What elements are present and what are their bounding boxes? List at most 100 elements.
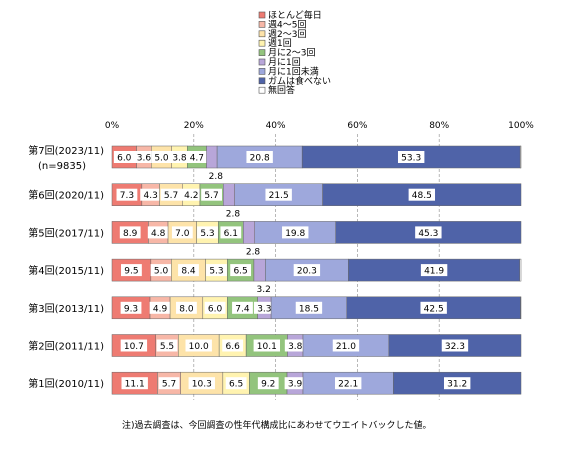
data-label: 6.6 <box>225 342 240 352</box>
bar-segment <box>519 258 522 282</box>
legend-label: ガムは食べない <box>268 75 331 87</box>
x-tick-label: 80% <box>429 121 449 131</box>
legend-swatch <box>258 68 266 75</box>
data-label: 18.5 <box>299 304 319 314</box>
data-label: 5.5 <box>160 342 174 352</box>
callout-label: 2.8 <box>226 210 241 220</box>
data-label: 42.5 <box>424 304 444 314</box>
category-label: 第3回(2013/11) <box>28 302 104 315</box>
data-label: 22.1 <box>338 380 358 390</box>
data-label-bg <box>253 301 275 314</box>
data-label: 5.3 <box>209 267 223 277</box>
data-label-bg <box>180 188 202 201</box>
legend-label: ほとんど毎日 <box>268 9 322 21</box>
data-label: 9.3 <box>124 304 138 314</box>
data-label: 8.9 <box>123 229 138 239</box>
data-label-bg <box>397 151 425 163</box>
legend-label: 週2～3回 <box>268 29 306 40</box>
data-label: 3.9 <box>288 380 303 390</box>
data-label: 20.3 <box>297 267 317 277</box>
data-label-bg <box>147 226 169 239</box>
data-label-bg <box>156 339 178 352</box>
category-label: 第4回(2015/11) <box>28 264 104 277</box>
category-label: 第7回(2023/11) <box>28 144 104 157</box>
data-label: 5.3 <box>200 229 214 239</box>
data-label: 10.3 <box>192 380 212 390</box>
data-label-bg <box>204 301 226 314</box>
category-label: 第1回(2010/11) <box>28 377 104 390</box>
legend-swatch <box>258 49 266 56</box>
bar-segment <box>519 145 522 169</box>
data-label-bg <box>121 264 142 277</box>
data-label: 5.7 <box>162 380 176 390</box>
data-label-bg <box>120 301 142 314</box>
data-label: 4.8 <box>151 229 166 239</box>
data-label-bg <box>443 377 471 390</box>
data-label: 3.8 <box>172 154 187 164</box>
legend-swatch <box>258 30 266 38</box>
x-tick-label: 60% <box>347 121 367 131</box>
data-label-bg <box>222 339 244 352</box>
data-label-bg <box>119 226 141 239</box>
data-label: 4.3 <box>143 191 157 201</box>
data-label-bg <box>186 151 208 163</box>
data-label-bg <box>257 377 279 390</box>
data-label-bg <box>197 226 218 239</box>
data-label: 21.0 <box>336 342 356 352</box>
data-label: 3.8 <box>288 342 303 352</box>
data-label: 6.5 <box>229 380 243 390</box>
data-label-bg <box>140 188 162 201</box>
data-label: 10.1 <box>257 342 277 352</box>
data-label-bg <box>334 377 362 390</box>
x-tick-label: 0% <box>105 121 120 131</box>
data-label: 6.0 <box>208 304 223 314</box>
data-label-bg <box>201 188 222 201</box>
data-label-bg <box>116 188 138 201</box>
data-label-bg <box>232 301 253 314</box>
data-label: 5.7 <box>204 191 218 201</box>
data-label: 7.0 <box>175 229 190 239</box>
data-label-bg <box>178 264 199 277</box>
data-label-bg <box>295 301 323 314</box>
data-label: 6.5 <box>233 267 247 277</box>
data-label: 7.4 <box>235 304 250 314</box>
data-label-bg <box>121 377 148 390</box>
data-label: 5.0 <box>154 154 169 164</box>
data-label-bg <box>415 226 442 239</box>
data-label: 9.5 <box>124 267 138 277</box>
legend-label: 月に1回 <box>268 57 301 68</box>
data-label-bg <box>265 188 292 201</box>
bar-segment <box>222 183 235 206</box>
category-sublabel: (n=9835) <box>38 161 86 172</box>
category-label: 第5回(2017/11) <box>28 226 104 239</box>
category-label: 第6回(2020/11) <box>28 189 104 202</box>
legend-swatch <box>258 58 266 66</box>
data-label: 4.7 <box>190 154 204 164</box>
legend-label: 週1回 <box>268 38 292 49</box>
data-label: 20.8 <box>250 154 270 164</box>
data-label: 31.2 <box>447 380 467 390</box>
data-label: 32.3 <box>445 342 465 352</box>
x-tick-label: 100% <box>508 121 534 131</box>
data-label: 9.2 <box>261 380 275 390</box>
data-label-bg <box>160 188 182 201</box>
bar-segment <box>243 221 255 244</box>
data-label: 3.3 <box>257 304 271 314</box>
data-label: 7.3 <box>120 191 134 201</box>
data-label: 8.4 <box>181 267 196 277</box>
data-label-bg <box>149 301 171 314</box>
data-label-bg <box>293 264 321 277</box>
legend-swatch <box>258 39 266 47</box>
data-label-bg <box>282 226 309 239</box>
data-label-bg <box>158 377 180 390</box>
data-label-bg <box>253 339 281 352</box>
data-label-bg <box>225 377 247 390</box>
data-label-bg <box>120 339 148 352</box>
data-label-bg <box>420 301 447 314</box>
data-label: 53.3 <box>401 154 421 164</box>
data-label: 19.8 <box>285 229 305 239</box>
data-label: 5.0 <box>154 267 169 277</box>
data-label-bg <box>188 377 215 390</box>
data-label-bg <box>420 264 448 277</box>
